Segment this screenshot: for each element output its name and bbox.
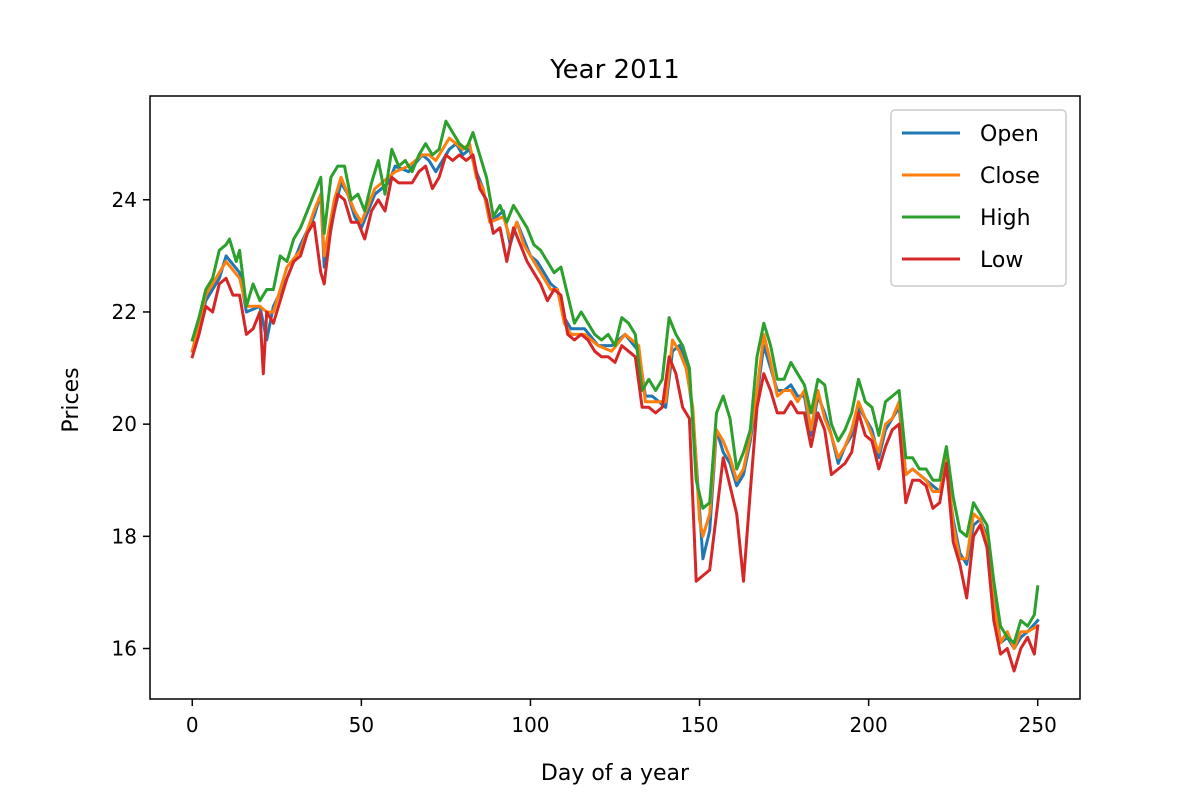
x-tick-label: 100 [511,713,549,737]
y-tick-label: 24 [112,188,137,212]
x-axis-label: Day of a year [541,761,690,786]
plot-frame [149,95,1081,700]
x-tick-label: 0 [186,713,199,737]
y-tick-label: 22 [112,300,137,324]
legend-box [890,109,1067,287]
series-line-high [190,119,1040,645]
y-tick-label: 18 [112,524,137,548]
series-line-low [190,153,1040,673]
x-tick-label: 200 [850,713,888,737]
legend-label-high: High [980,206,1031,231]
y-axis-label: Prices [59,367,84,432]
y-axis-ticks: 16 18 20 22 24 [112,188,150,661]
legend: Open Close High Low [890,109,1067,287]
series-line-close [190,136,1040,650]
x-tick-label: 50 [349,713,374,737]
y-tick-label: 16 [112,637,137,661]
x-tick-label: 250 [1019,713,1057,737]
legend-label-low: Low [980,248,1023,273]
chart-title: Year 2011 [549,55,679,85]
x-tick-label: 150 [680,713,718,737]
legend-label-open: Open [980,122,1039,147]
plot-lines [190,119,1040,673]
legend-label-close: Close [980,164,1040,189]
y-tick-label: 20 [112,412,137,436]
x-axis-ticks: 0 50 100 150 200 250 [186,699,1057,737]
